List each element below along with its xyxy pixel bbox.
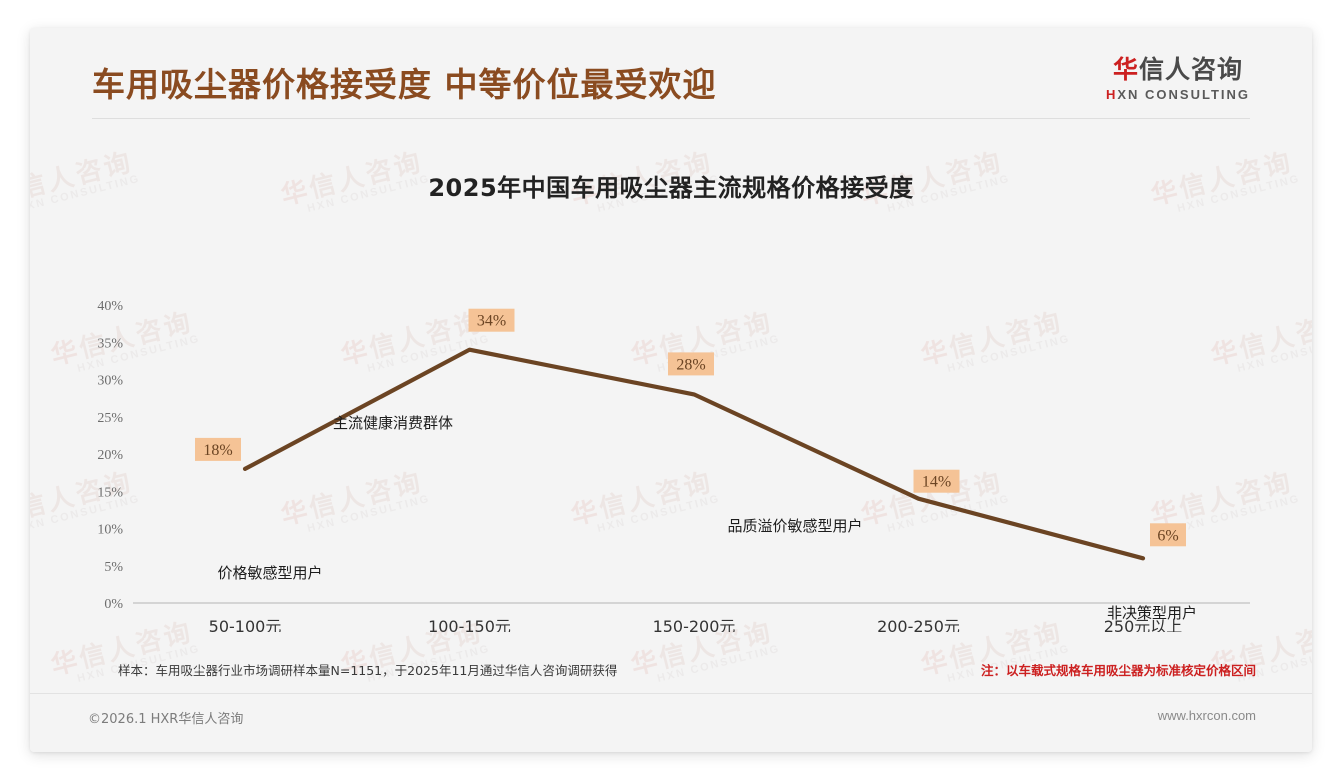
data-point-value-label: 34% — [477, 313, 506, 330]
data-point-annotation: 品质溢价敏感型用户 — [727, 517, 862, 535]
y-axis-tick-label: 15% — [97, 485, 123, 500]
data-point-value-label: 18% — [203, 442, 232, 459]
x-axis-tick-label: 100-150元 — [428, 617, 511, 632]
x-axis-tick-label: 250元以上 — [1104, 617, 1183, 632]
data-point-value-label: 6% — [1157, 527, 1178, 544]
data-point-value-label: 14% — [922, 474, 951, 491]
footer-divider — [30, 693, 1312, 694]
brand-logo-cn-rest: 信人咨询 — [1138, 55, 1243, 84]
methodology-note: 注：以车载式规格车用吸尘器为标准核定价格区间 — [980, 663, 1256, 678]
chart-title: 2025年中国车用吸尘器主流规格价格接受度 — [428, 174, 914, 202]
data-point-value-label: 28% — [676, 356, 705, 373]
data-label-background — [468, 308, 515, 332]
chart-block: 2025年中国车用吸尘器主流规格价格接受度 0% 5% 10% 15% 20% 25% 30… — [30, 118, 1312, 632]
page-title: 车用吸尘器价格接受度 中等价位最受欢迎 — [92, 65, 717, 104]
slide-header: 车用吸尘器价格接受度 中等价位最受欢迎 华信人咨询 HXN CONSULTING — [30, 28, 1312, 118]
y-axis-tick-label: 25% — [97, 411, 123, 426]
brand-logo: 华信人咨询 HXN CONSULTING — [1106, 56, 1250, 102]
y-axis-tick-label: 0% — [104, 597, 123, 612]
x-axis-tick-label: 200-250元 — [877, 617, 960, 632]
sample-note: 样本：车用吸尘器行业市场调研样本量N=1151，于2025年11月通过华信人咨询… — [118, 663, 618, 678]
y-axis-tick-label: 5% — [104, 560, 123, 575]
x-axis-tick-label: 150-200元 — [653, 617, 736, 632]
brand-logo-cn-accent: 华 — [1112, 55, 1139, 84]
data-label-background — [1150, 523, 1186, 547]
brand-logo-en: HXN CONSULTING — [1106, 87, 1250, 102]
data-point-annotation: 非决策型用户 — [1107, 604, 1197, 622]
brand-logo-en-rest: XN CONSULTING — [1117, 86, 1250, 102]
brand-logo-cn: 华信人咨询 — [1106, 56, 1250, 84]
footnotes: 样本：车用吸尘器行业市场调研样本量N=1151，于2025年11月通过华信人咨询… — [30, 652, 1312, 694]
brand-logo-en-accent: H — [1105, 86, 1118, 102]
copyright-text: ©2026.1 HXR华信人咨询 — [88, 712, 244, 727]
y-axis-tick-label: 10% — [97, 523, 123, 538]
y-axis-tick-label: 40% — [97, 299, 123, 314]
site-url[interactable]: www.hxrcon.com — [1157, 708, 1256, 723]
data-line-series — [242, 347, 1146, 561]
chart-svg: 0% 5% 10% 15% 20% 25% 30% 35% 40% 50-100元 100-150元… — [97, 299, 1250, 632]
y-axis-tick-label: 20% — [97, 448, 123, 463]
y-axis-tick-label: 35% — [97, 336, 123, 351]
data-label-background — [913, 469, 960, 493]
line-chart: 0% 5% 10% 15% 20% 25% 30% 35% 40% 50-100元 100-150元… — [30, 118, 1312, 632]
slide-card: 华信人咨询 HXN CONSULTING 华信人咨询 HXN CONSULTING华信… — [30, 28, 1312, 752]
y-axis-tick-label: 30% — [97, 374, 123, 389]
header-divider — [92, 118, 1250, 119]
data-label-background — [195, 437, 241, 461]
x-axis-tick-label: 50-100元 — [209, 617, 282, 632]
data-label-background — [668, 352, 714, 376]
footer-bar: ©2026.1 HXR华信人咨询 www.hxrcon.com — [30, 694, 1312, 752]
data-point-annotation: 主流健康消费群体 — [333, 414, 453, 432]
data-point-annotation: 价格敏感型用户 — [217, 564, 322, 582]
